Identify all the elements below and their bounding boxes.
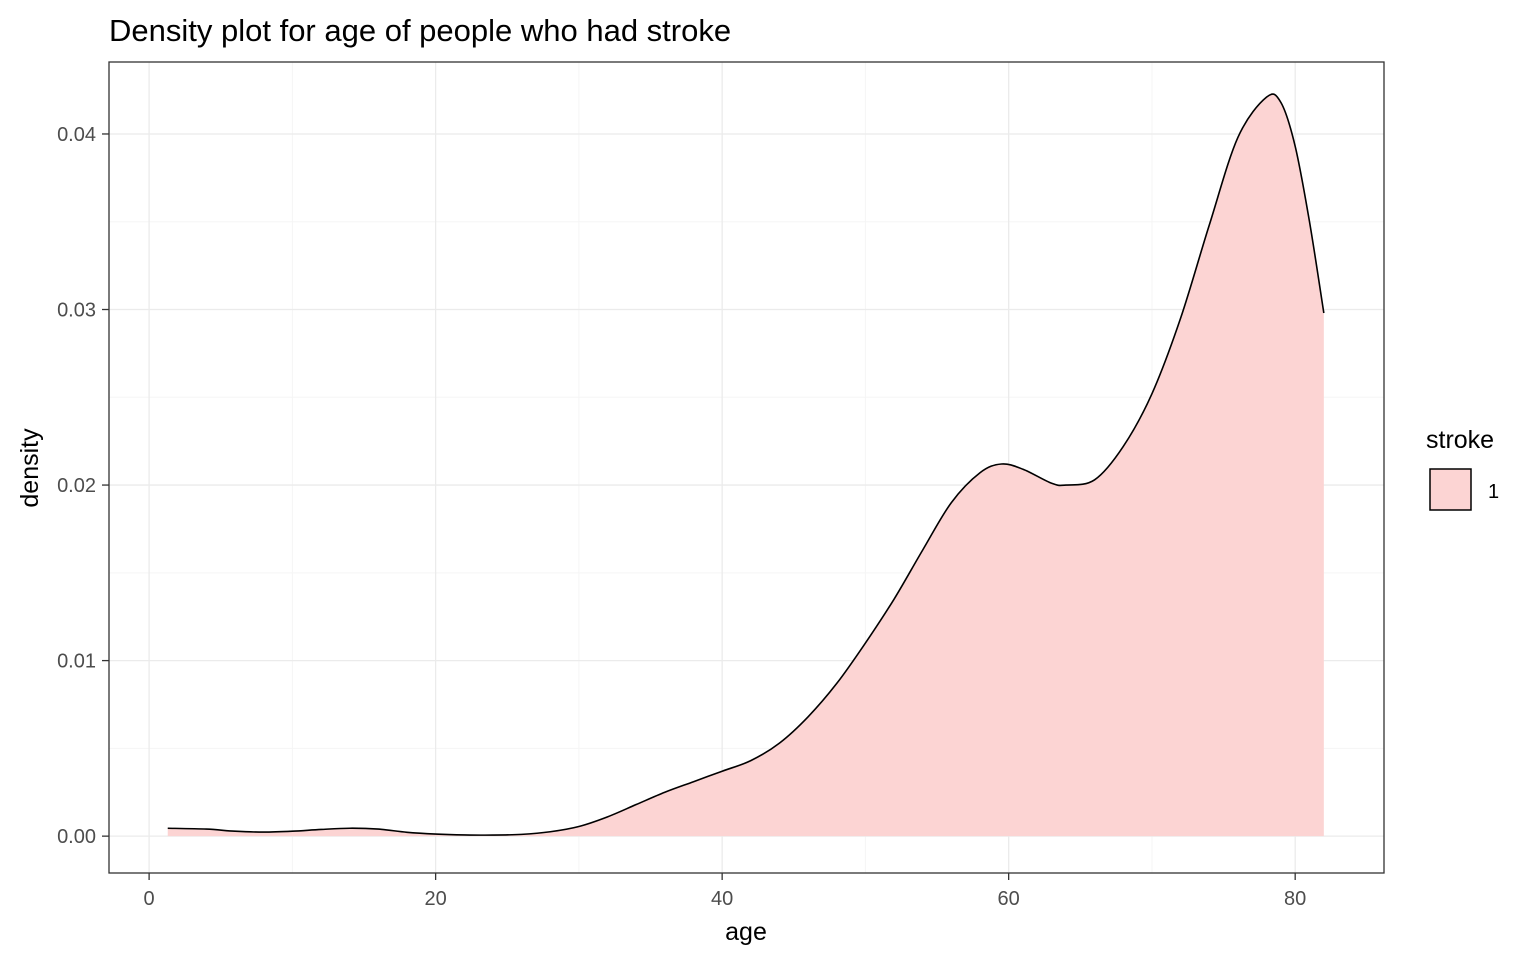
chart-title: Density plot for age of people who had s… — [109, 13, 731, 48]
x-tick-label: 80 — [1284, 888, 1306, 910]
legend-label-1: 1 — [1488, 481, 1499, 503]
density-area-1 — [167, 94, 1324, 837]
series-layer — [167, 93, 1325, 837]
x-tick-label: 0 — [144, 888, 155, 910]
x-tick-label: 40 — [711, 888, 733, 910]
x-tick-label: 60 — [998, 888, 1020, 910]
y-axis-ticks: 0.00 0.01 0.02 0.03 0.04 — [57, 124, 109, 848]
y-tick-label: 0.01 — [57, 651, 96, 673]
legend-title: stroke — [1426, 426, 1494, 454]
panel-border — [108, 61, 1385, 874]
y-tick-label: 0.00 — [57, 826, 96, 848]
legend: stroke 1 — [1426, 426, 1499, 511]
y-tick-label: 0.03 — [57, 300, 96, 322]
legend-key-1 — [1429, 468, 1472, 511]
x-axis-title: age — [725, 918, 767, 946]
density-line-1 — [167, 93, 1325, 836]
y-tick-label: 0.02 — [57, 475, 96, 497]
minor-gridlines — [109, 62, 1384, 873]
y-tick-label: 0.04 — [57, 124, 96, 146]
y-axis-title: density — [16, 428, 44, 508]
x-axis-ticks: 0 20 40 60 80 — [144, 873, 1306, 910]
x-tick-label: 20 — [425, 888, 447, 910]
